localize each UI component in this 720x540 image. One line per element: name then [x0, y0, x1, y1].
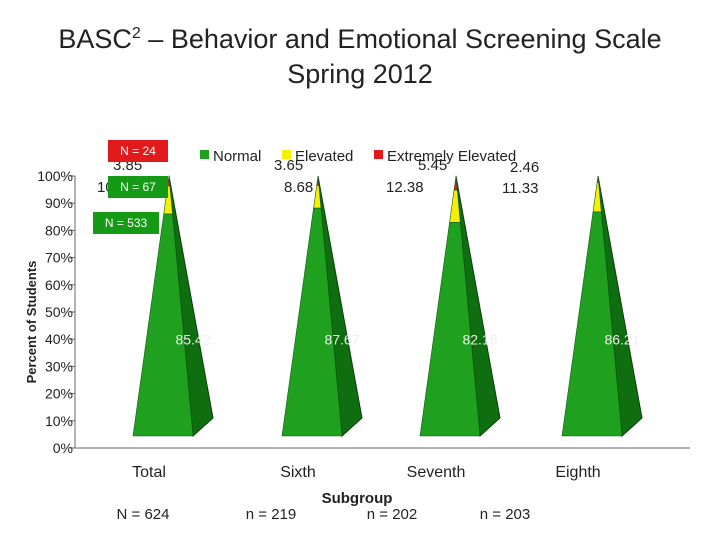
- y-tick-label: 60%: [45, 277, 73, 293]
- sample-size-label: n = 219: [246, 506, 296, 523]
- badge-label: N = 24: [120, 144, 156, 158]
- pyramid-segment-extremely-elevated: [316, 175, 320, 186]
- y-tick-label: 40%: [45, 331, 73, 347]
- y-tick-label: 70%: [45, 250, 73, 266]
- title-suffix: – Behavior and Emotional Screening Scale: [140, 24, 662, 54]
- chart-subtitle: Spring 2012: [287, 59, 433, 89]
- legend-label: Extremely Elevated: [387, 148, 516, 165]
- badge-label: N = 533: [104, 216, 148, 230]
- sample-size-label: n = 203: [480, 506, 530, 523]
- title-prefix: BASC: [58, 24, 132, 54]
- x-category-label: Sixth: [280, 464, 316, 481]
- x-category-label: Seventh: [407, 464, 466, 481]
- data-label-normal: 86.21: [604, 332, 639, 348]
- data-label-elevated: 8.68: [284, 179, 313, 196]
- x-category-label: Total: [132, 464, 166, 481]
- x-category-label: Eighth: [555, 464, 600, 481]
- badge-label: N = 67: [120, 180, 156, 194]
- badge-elevated: N = 67: [108, 176, 168, 198]
- legend-label: Normal: [213, 148, 261, 165]
- legend-swatch: [200, 150, 209, 159]
- y-tick-label: 20%: [45, 386, 73, 402]
- data-label-normal: 85.42: [175, 332, 210, 348]
- y-tick-label: 80%: [45, 222, 73, 238]
- sample-size-label: N = 624: [117, 506, 170, 523]
- y-tick-label: 0%: [53, 440, 73, 456]
- badge-normal: N = 533: [93, 212, 159, 234]
- legend-swatch: [282, 150, 291, 159]
- badge-extremely-elevated: N = 24: [108, 140, 168, 162]
- data-label-extremely-elevated: 5.45: [418, 157, 447, 174]
- y-tick-label: 50%: [45, 304, 73, 320]
- y-tick-label: 10%: [45, 413, 73, 429]
- pyramid-segment-extremely-elevated: [596, 175, 599, 183]
- legend-swatch: [374, 150, 383, 159]
- x-axis-title: Subgroup: [322, 490, 393, 507]
- data-label-elevated: 12.38: [386, 179, 424, 196]
- y-axis-title: Percent of Students: [24, 261, 39, 384]
- sample-size-label: n = 202: [367, 506, 417, 523]
- y-tick-label: 100%: [37, 168, 73, 184]
- data-label-elevated: 11.33: [502, 180, 538, 197]
- data-label-extremely-elevated: 2.46: [510, 159, 539, 176]
- pyramid-segment-extremely-elevated: [453, 175, 458, 191]
- title-superscript: 2: [131, 25, 141, 42]
- data-label-normal: 87.67: [324, 332, 359, 348]
- legend-label: Elevated: [295, 148, 353, 165]
- y-tick-label: 30%: [45, 358, 73, 374]
- pyramid-segment-extremely-elevated: [167, 175, 171, 187]
- y-tick-label: 90%: [45, 195, 73, 211]
- data-label-extremely-elevated: 3.65: [274, 157, 303, 174]
- chart-title: BASC2 – Behavior and Emotional Screening…: [0, 16, 720, 57]
- data-label-normal: 82.18: [462, 332, 497, 348]
